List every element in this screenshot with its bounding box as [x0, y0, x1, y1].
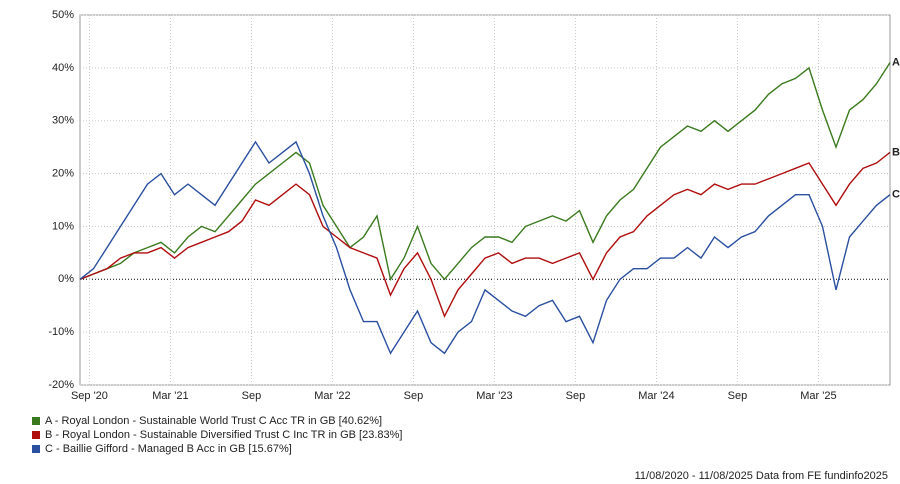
x-tick-label: Sep	[566, 390, 586, 402]
x-tick-label: Mar '24	[638, 390, 674, 402]
end-label: B	[892, 146, 900, 158]
footer: 11/08/2020 - 11/08/2025 Data from FE fun…	[635, 470, 888, 482]
x-tick-label: Mar '22	[314, 390, 350, 402]
y-tick-label: -10%	[48, 326, 74, 338]
x-tick-label: Sep	[404, 390, 424, 402]
end-label: C	[892, 189, 900, 201]
y-tick-label: 20%	[52, 167, 74, 179]
series-line	[79, 62, 891, 282]
legend-swatch	[32, 445, 40, 453]
y-tick-label: 50%	[52, 9, 74, 21]
legend-swatch	[32, 431, 40, 439]
x-tick-label: Mar '23	[476, 390, 512, 402]
series-line	[79, 140, 891, 355]
y-tick-label: 0%	[58, 273, 74, 285]
plot-area	[79, 14, 891, 386]
x-tick-label: Mar '25	[800, 390, 836, 402]
y-tick-label: 10%	[52, 220, 74, 232]
end-label: A	[892, 56, 900, 68]
legend-label: B - Royal London - Sustainable Diversifi…	[45, 429, 402, 441]
x-tick-label: Sep	[728, 390, 748, 402]
x-tick-label: Sep	[242, 390, 262, 402]
y-tick-label: 30%	[52, 115, 74, 127]
x-tick-label: Sep '20	[71, 390, 108, 402]
y-tick-label: 40%	[52, 62, 74, 74]
legend-label: A - Royal London - Sustainable World Tru…	[45, 415, 382, 427]
series-line	[79, 151, 891, 319]
y-tick-label: -20%	[48, 379, 74, 391]
x-tick-label: Mar '21	[152, 390, 188, 402]
legend-swatch	[32, 417, 40, 425]
legend-label: C - Baillie Gifford - Managed B Acc in G…	[45, 443, 292, 455]
